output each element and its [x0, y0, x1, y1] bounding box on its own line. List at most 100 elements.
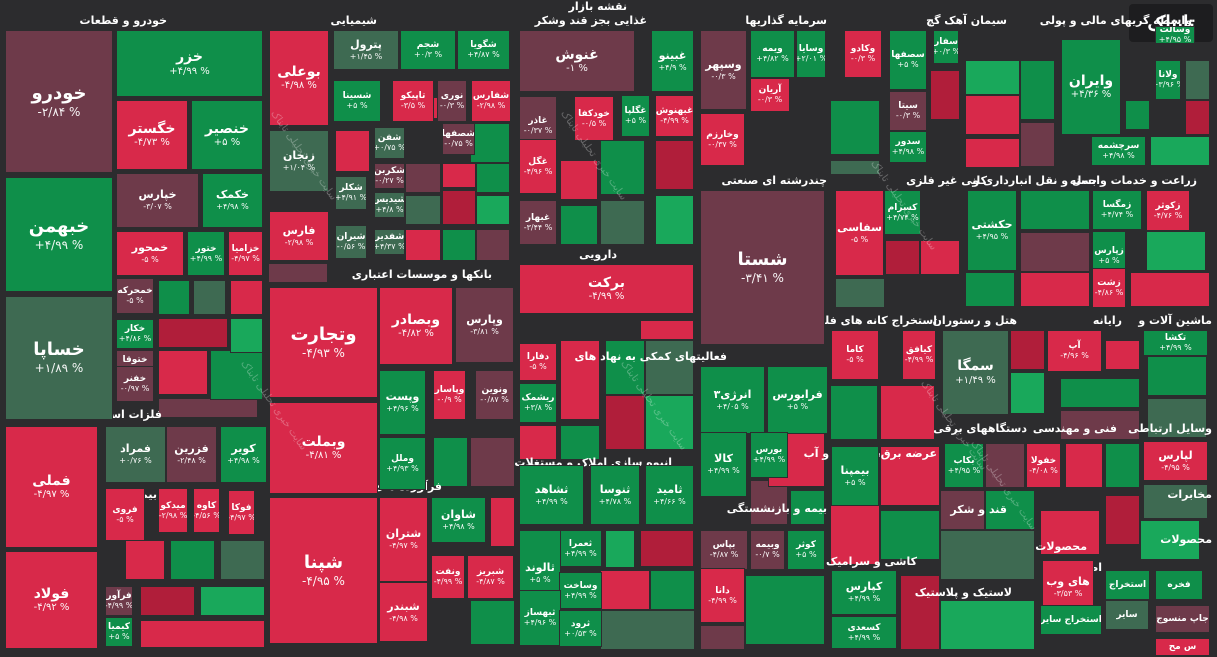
stock-tile-small[interactable]: [600, 570, 650, 610]
stock-tile-small[interactable]: [405, 229, 441, 261]
stock-tile-small[interactable]: [830, 160, 880, 175]
stock-tile[interactable]: برکت -۴/۹۹ %: [519, 264, 694, 314]
stock-tile-small[interactable]: [1146, 231, 1206, 271]
stock-tile[interactable]: زمگسا +۴/۷۴ %: [1092, 190, 1142, 230]
stock-tile-small[interactable]: [1020, 122, 1055, 167]
stock-tile-small[interactable]: [210, 350, 263, 400]
stock-tile[interactable]: خودرو -۲/۸۴ %: [5, 30, 113, 173]
stock-tile-small[interactable]: [193, 280, 226, 315]
stock-tile-small[interactable]: [470, 437, 515, 487]
stock-tile[interactable]: دفارا -۵ %: [519, 343, 557, 381]
stock-tile[interactable]: خساپا +۱/۸۹ %: [5, 296, 113, 420]
stock-tile-small[interactable]: [1140, 520, 1200, 560]
stock-tile-small[interactable]: [1147, 356, 1207, 396]
stock-tile-small[interactable]: [442, 229, 476, 261]
stock-tile[interactable]: ریشمک +۳/۸ %: [519, 383, 557, 423]
stock-tile[interactable]: خزر +۴/۹۹ %: [116, 30, 263, 97]
stock-tile[interactable]: شگویا +۴/۸۷ %: [457, 30, 510, 70]
stock-tile[interactable]: خکار +۴/۸۶ %: [116, 319, 154, 349]
stock-tile[interactable]: غگل -۴/۹۶ %: [519, 139, 557, 194]
stock-tile[interactable]: جاپ منسوج: [1155, 605, 1210, 633]
stock-tile-small[interactable]: [965, 95, 1020, 135]
stock-tile[interactable]: شفن +۰/۷۵ %: [374, 127, 405, 159]
stock-tile-small[interactable]: [880, 446, 940, 506]
stock-tile-small[interactable]: [700, 625, 745, 650]
stock-tile[interactable]: وپست +۴/۹۶ %: [379, 370, 426, 435]
stock-tile[interactable]: کسرام +۴/۷۴ %: [884, 190, 921, 235]
stock-tile-small[interactable]: [470, 123, 510, 163]
stock-tile[interactable]: وملل +۴/۹۳ %: [379, 437, 426, 490]
stock-tile[interactable]: خودکفا -۰/۵ %: [574, 96, 614, 141]
stock-tile-small[interactable]: [140, 620, 265, 648]
stock-tile-small[interactable]: [940, 530, 1035, 580]
stock-tile-small[interactable]: [405, 163, 441, 193]
stock-tile[interactable]: وخارزم -۰/۳۷ %: [700, 113, 745, 166]
stock-tile-small[interactable]: [560, 205, 598, 245]
stock-tile[interactable]: شفدیر +۴/۳۷ %: [374, 229, 405, 255]
stock-tile[interactable]: سفاسی -۵ %: [835, 190, 884, 276]
stock-tile-small[interactable]: [600, 140, 645, 195]
stock-tile[interactable]: خفنر -۰/۹۷ %: [116, 366, 154, 402]
stock-tile[interactable]: کپارس +۴/۹۹ %: [831, 570, 897, 615]
stock-tile-small[interactable]: [1010, 330, 1045, 370]
stock-tile[interactable]: بپاس -۴/۸۷ %: [700, 530, 748, 570]
stock-tile-small[interactable]: [830, 385, 878, 440]
stock-tile-small[interactable]: [230, 318, 263, 353]
stock-tile[interactable]: شیران -۰/۵۶ %: [335, 225, 367, 259]
stock-tile-small[interactable]: [560, 160, 598, 200]
stock-tile[interactable]: وپارس -۳/۸۱ %: [455, 287, 514, 363]
stock-tile-small[interactable]: [655, 140, 694, 190]
stock-tile-small[interactable]: [490, 497, 515, 547]
stock-tile[interactable]: کویر +۴/۹۸ %: [220, 426, 267, 483]
stock-tile[interactable]: ثعمرا +۴/۹۹ %: [559, 530, 602, 567]
stock-tile-small[interactable]: [268, 263, 328, 283]
stock-tile-small[interactable]: [476, 229, 510, 261]
stock-tile[interactable]: بوعلی -۴/۹۸ %: [269, 30, 329, 126]
stock-tile[interactable]: شجم +۰/۳ %: [400, 30, 456, 70]
stock-tile-small[interactable]: [442, 190, 476, 225]
stock-tile[interactable]: سمگا +۱/۴۹ %: [942, 330, 1009, 415]
stock-tile[interactable]: شستا -۳/۴۱ %: [700, 190, 825, 345]
stock-tile[interactable]: خزامیا -۴/۹۷ %: [228, 231, 263, 276]
stock-tile-small[interactable]: [1010, 372, 1045, 414]
stock-tile[interactable]: بورس +۴/۹۹ %: [750, 432, 788, 478]
stock-tile[interactable]: سفار +۰/۳ %: [933, 30, 959, 64]
stock-tile[interactable]: شتران -۴/۹۷ %: [379, 497, 428, 582]
stock-tile[interactable]: آپ -۴/۹۶ %: [1047, 330, 1102, 372]
stock-tile[interactable]: خمحور -۵ %: [116, 231, 184, 276]
stock-tile[interactable]: شسینا +۵ %: [333, 80, 381, 122]
stock-tile-small[interactable]: [476, 195, 510, 225]
stock-tile-small[interactable]: [158, 280, 190, 315]
stock-tile-small[interactable]: [470, 600, 515, 645]
stock-tile-small[interactable]: [220, 540, 265, 580]
stock-tile[interactable]: ختور +۴/۹۹ %: [187, 231, 225, 276]
stock-tile[interactable]: فملی -۴/۹۷ %: [5, 426, 98, 548]
stock-tile[interactable]: شفارس -۲/۹۸ %: [471, 80, 511, 122]
stock-tile[interactable]: شیدیس +۴/۸ %: [374, 192, 405, 218]
stock-tile[interactable]: شصفها -۰/۷۵ %: [442, 123, 475, 155]
stock-tile[interactable]: ونفت -۴/۹۹ %: [431, 555, 465, 599]
stock-tile-small[interactable]: [745, 575, 825, 645]
stock-tile[interactable]: غبهار -۳/۴۴ %: [519, 200, 557, 245]
stock-tile-small[interactable]: [1105, 443, 1140, 488]
stock-tile-small[interactable]: [1143, 484, 1208, 519]
stock-tile-small[interactable]: [405, 195, 441, 225]
stock-tile-small[interactable]: [880, 510, 940, 560]
stock-tile[interactable]: تاپیکو -۳/۵ %: [392, 80, 434, 122]
stock-tile[interactable]: سصفها +۵ %: [889, 30, 927, 90]
stock-tile[interactable]: کیافق -۴/۹۹ %: [902, 330, 936, 380]
stock-tile[interactable]: ونوین -۰/۸۷ %: [475, 370, 514, 420]
stock-tile-small[interactable]: [476, 163, 510, 193]
stock-tile-small[interactable]: [650, 570, 695, 610]
stock-tile[interactable]: وسپهر -۰/۳ %: [700, 30, 747, 110]
stock-tile[interactable]: سایر: [1105, 600, 1149, 630]
stock-tile-small[interactable]: [605, 530, 635, 568]
stock-tile[interactable]: خبهمن +۴/۹۹ %: [5, 177, 113, 292]
stock-tile-small[interactable]: [170, 540, 215, 580]
stock-tile-small[interactable]: [433, 437, 468, 487]
stock-tile-small[interactable]: [600, 610, 695, 650]
stock-tile[interactable]: وایران +۴/۳۶ %: [1061, 39, 1121, 135]
stock-tile[interactable]: ثنوسا +۴/۷۸ %: [590, 465, 640, 525]
stock-tile[interactable]: نوری -۰/۳ %: [437, 80, 467, 122]
stock-tile-small[interactable]: [655, 195, 694, 245]
